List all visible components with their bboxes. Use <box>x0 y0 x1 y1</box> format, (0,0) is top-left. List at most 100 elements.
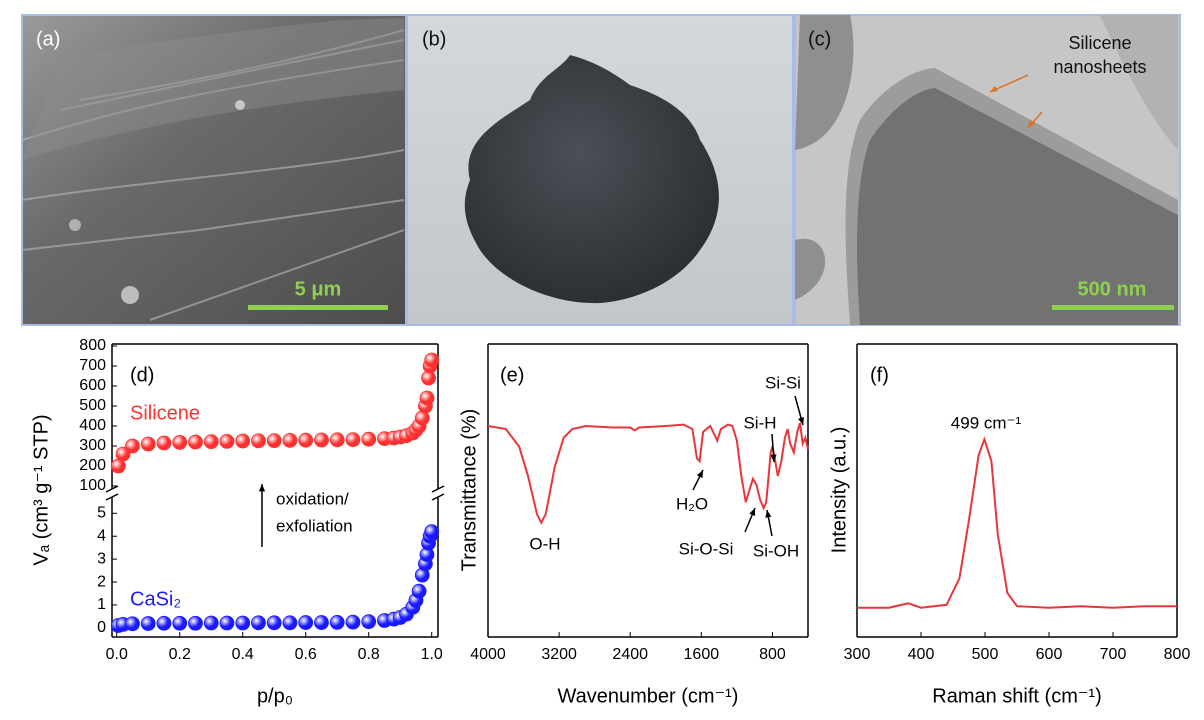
panel-label: (b) <box>422 28 446 50</box>
panel-b: (b) <box>406 14 794 326</box>
x-tick-label: 500 <box>972 646 999 663</box>
x-tick-label: 700 <box>1100 646 1127 663</box>
data-point <box>282 615 298 631</box>
y-axis-label: Intensity (a.u.) <box>828 427 850 554</box>
x-tick-label: 0.8 <box>358 646 380 663</box>
data-point <box>172 615 188 631</box>
x-axis-label: Wavenumber (cm⁻¹) <box>558 685 739 707</box>
data-point <box>188 434 203 450</box>
data-point <box>298 432 314 448</box>
y-axis-label: Transmittance (%) <box>458 409 480 572</box>
data-point <box>188 615 203 631</box>
data-point <box>345 432 361 448</box>
annotation: Si-OH <box>753 541 799 560</box>
data-point <box>411 583 427 599</box>
data-point <box>156 435 172 451</box>
y-tick-label: 300 <box>79 437 106 454</box>
x-tick-label: 4000 <box>470 646 506 663</box>
series-label: CaSi₂ <box>130 588 181 610</box>
data-point <box>266 615 282 631</box>
data-point <box>140 436 156 452</box>
data-point <box>266 433 282 449</box>
y-tick-label: 800 <box>79 337 106 354</box>
x-tick-label: 3200 <box>541 646 577 663</box>
data-point <box>424 352 440 368</box>
data-point <box>314 615 329 630</box>
scale-bar <box>248 305 388 310</box>
data-line <box>857 436 1177 609</box>
powder <box>464 55 719 304</box>
annotation: Si-H <box>743 413 776 432</box>
panel-label: (a) <box>36 28 60 50</box>
y-tick-label: 4 <box>97 527 106 544</box>
panel-a: (a) 5 μm <box>21 14 407 326</box>
panel-label: (d) <box>130 364 154 386</box>
data-line <box>487 422 809 525</box>
y-tick-label: 3 <box>97 550 106 567</box>
scale-bar-label: 500 nm <box>1078 278 1147 300</box>
arrow-head <box>749 508 756 516</box>
y-tick-label: 600 <box>79 377 106 394</box>
y-tick-label: 1 <box>97 596 106 613</box>
y-tick-label: 400 <box>79 417 106 434</box>
x-tick-label: 800 <box>759 646 786 663</box>
data-point <box>125 438 140 454</box>
annotation: Si-O-Si <box>679 539 734 558</box>
data-point <box>329 614 345 630</box>
x-tick-label: 600 <box>1036 646 1063 663</box>
data-point <box>251 615 266 631</box>
annotation: 499 cm⁻¹ <box>951 413 1022 432</box>
y-tick-label: 0 <box>97 619 106 636</box>
annotation: O-H <box>529 534 560 553</box>
panel-label: (e) <box>500 364 524 386</box>
x-tick-label: 400 <box>908 646 935 663</box>
x-tick-label: 1600 <box>684 646 720 663</box>
x-tick-label: 300 <box>844 646 871 663</box>
data-point <box>251 433 266 449</box>
x-tick-label: 0.6 <box>295 646 317 663</box>
panel-c: (c) Silicene nanosheets 500 nm <box>794 14 1181 326</box>
annotation: oxidation/ <box>276 489 349 508</box>
x-tick-label: 1.0 <box>421 646 443 663</box>
data-point <box>115 446 131 462</box>
x-axis-label: p/p₀ <box>257 685 293 707</box>
arrow-head <box>765 510 772 518</box>
data-point <box>314 432 329 448</box>
x-tick-label: 2400 <box>612 646 648 663</box>
axis-break <box>431 485 445 493</box>
data-point <box>235 615 251 631</box>
sem-image <box>21 14 407 326</box>
x-tick-label: 800 <box>1164 646 1191 663</box>
axis-break <box>431 493 445 501</box>
data-point <box>361 614 377 630</box>
annotation: exfoliation <box>276 516 353 535</box>
x-axis-label: Raman shift (cm⁻¹) <box>932 685 1101 707</box>
data-point <box>282 432 298 448</box>
data-point <box>298 615 314 630</box>
y-tick-label: 200 <box>79 457 106 474</box>
annotation: Silicene <box>1068 33 1131 53</box>
scale-bar-label: 5 μm <box>295 278 342 300</box>
data-point <box>345 614 361 630</box>
annotation: nanosheets <box>1053 57 1146 77</box>
y-tick-label: 5 <box>97 505 106 522</box>
data-point <box>419 390 435 406</box>
data-point <box>140 616 156 631</box>
axis-break <box>105 485 119 493</box>
data-point <box>203 615 219 631</box>
arrow-head <box>770 454 777 462</box>
annotation: Si-Si <box>765 373 801 392</box>
arrow-head <box>258 484 266 492</box>
arrow-head <box>696 470 703 478</box>
x-tick-label: 0.2 <box>169 646 191 663</box>
annotation: H₂O <box>676 494 708 513</box>
series-label: Silicene <box>130 402 200 424</box>
data-point <box>219 615 235 631</box>
x-tick-label: 0.4 <box>232 646 254 663</box>
axis-break <box>105 493 119 501</box>
panel-label: (f) <box>870 364 889 386</box>
arrow-head <box>798 417 805 425</box>
scale-bar <box>1052 305 1174 310</box>
data-point <box>125 616 140 632</box>
